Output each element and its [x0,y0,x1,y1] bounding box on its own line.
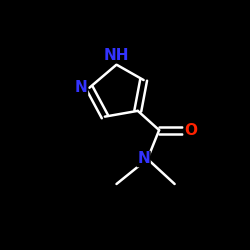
Text: O: O [184,122,197,138]
Text: NH: NH [104,48,129,63]
Text: N: N [137,152,150,166]
Text: N: N [75,80,88,95]
